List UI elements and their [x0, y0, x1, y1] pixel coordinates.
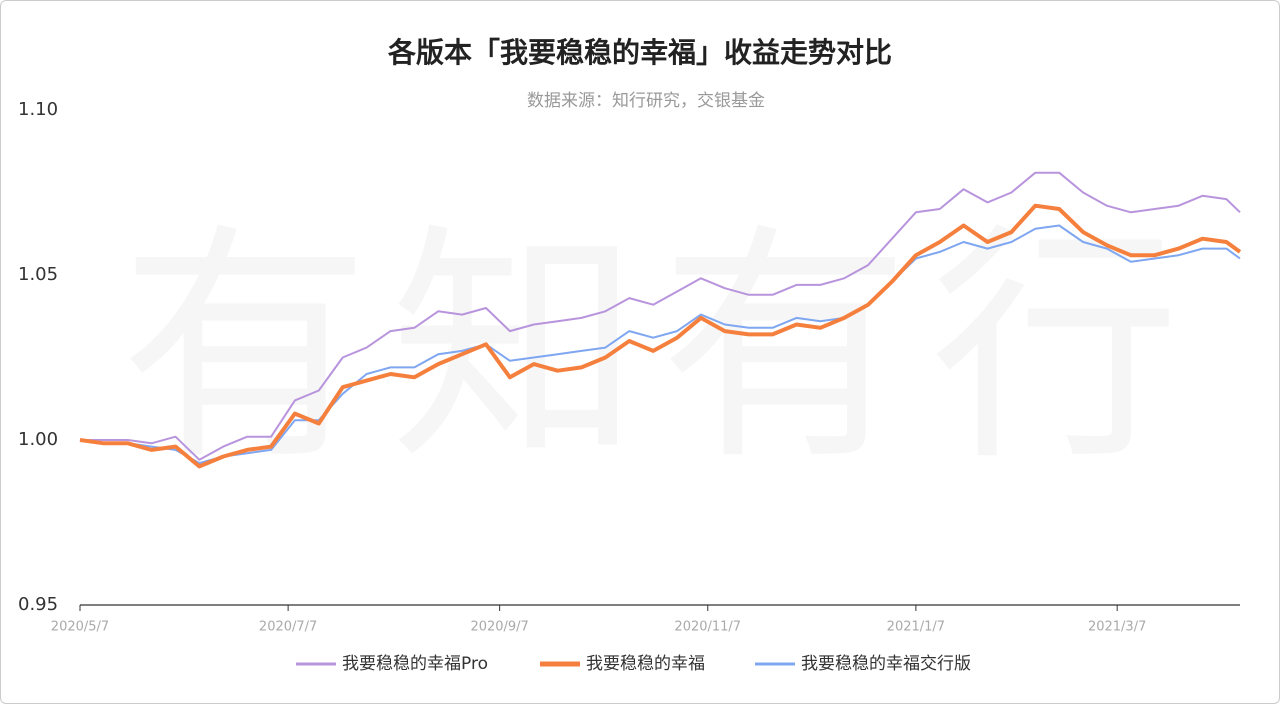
chart-subtitle: 数据来源：知行研究，交银基金: [527, 91, 765, 111]
series-line: [79, 203, 1242, 469]
y-tick-label: 1.05: [18, 264, 58, 285]
series-line: [80, 171, 1241, 461]
y-tick-label: 1.00: [18, 429, 58, 450]
y-tick-label: 0.95: [18, 594, 58, 615]
x-tick-label: 2020/9/7: [470, 620, 528, 635]
y-tick-label: 1.10: [18, 99, 58, 120]
x-tick-label: 2021/1/7: [887, 620, 945, 635]
legend-label: 我要稳稳的幸福交行版: [801, 654, 971, 674]
series-line: [79, 224, 1241, 465]
chart-title: 各版本「我要稳稳的幸福」收益走势对比: [387, 36, 892, 69]
x-tick-label: 2020/7/7: [259, 620, 317, 635]
legend-label: 我要稳稳的幸福: [586, 654, 705, 674]
x-tick-label: 2021/3/7: [1088, 620, 1146, 635]
x-tick-label: 2020/11/7: [674, 620, 741, 635]
legend-label: 我要稳稳的幸福Pro: [342, 654, 488, 674]
x-tick-label: 2020/5/7: [51, 620, 109, 635]
